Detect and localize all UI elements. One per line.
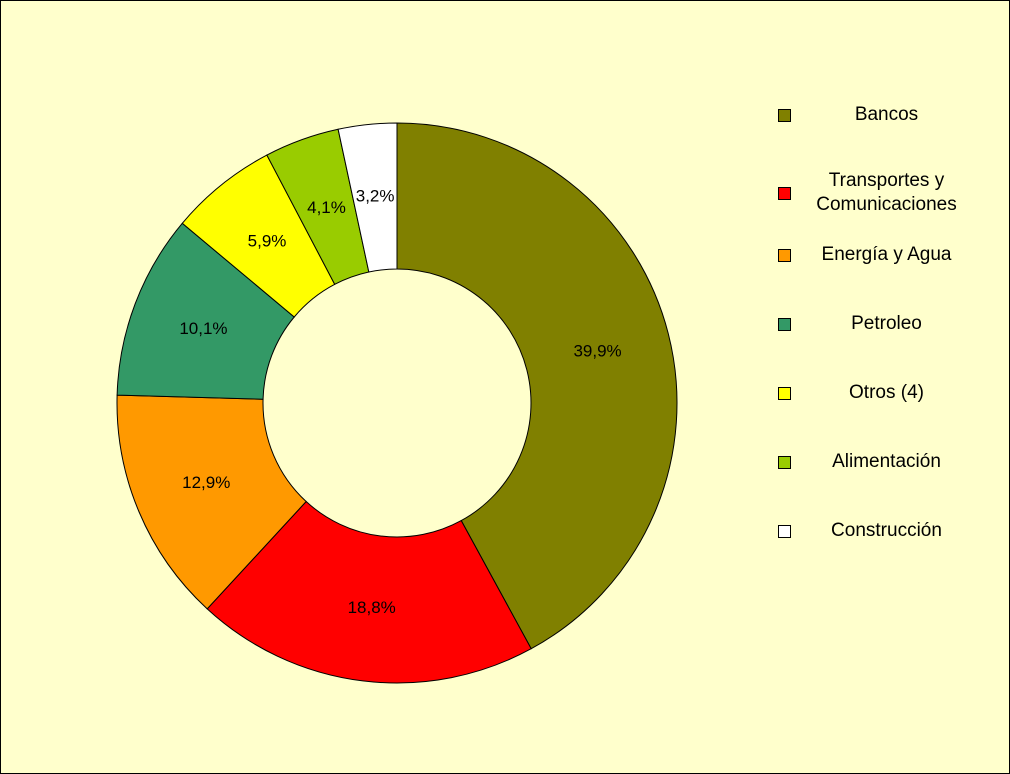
legend-item: Alimentación [778,437,974,487]
legend-label: Energía y Agua [821,244,952,265]
legend-swatch [778,108,791,122]
data-label: 10,1% [179,319,227,338]
legend-swatch [778,248,791,262]
legend-item: Bancos [778,90,974,140]
legend-item: Otros (4) [778,368,974,418]
legend-label: Construcción [831,520,942,541]
legend-label: Petroleo [851,313,922,334]
donut-segment [116,394,307,610]
legend-item: Construcción [778,506,974,556]
donut-segment [206,500,532,684]
data-label: 18,8% [348,598,396,617]
legend-swatch [778,455,791,469]
legend-item: Petroleo [778,299,974,349]
legend-label: Transportes y Comunicaciones [816,170,957,215]
legend-swatch [778,317,791,331]
legend-item: Energía y Agua [778,230,974,280]
legend-label: Bancos [854,104,919,125]
legend-label: Alimentación [832,451,941,472]
legend-label: Otros (4) [849,382,924,403]
data-label: 3,2% [356,187,395,206]
data-label: 39,9% [573,341,621,360]
donut-segment [337,122,398,273]
data-label: 4,1% [307,198,346,217]
data-label: 5,9% [248,231,287,250]
legend-swatch [778,386,791,400]
donut-segment [396,122,678,650]
legend-item: Transportes y Comunicaciones [778,168,974,218]
data-label: 12,9% [182,473,230,492]
legend-swatch [778,186,791,200]
legend-swatch [778,524,791,538]
